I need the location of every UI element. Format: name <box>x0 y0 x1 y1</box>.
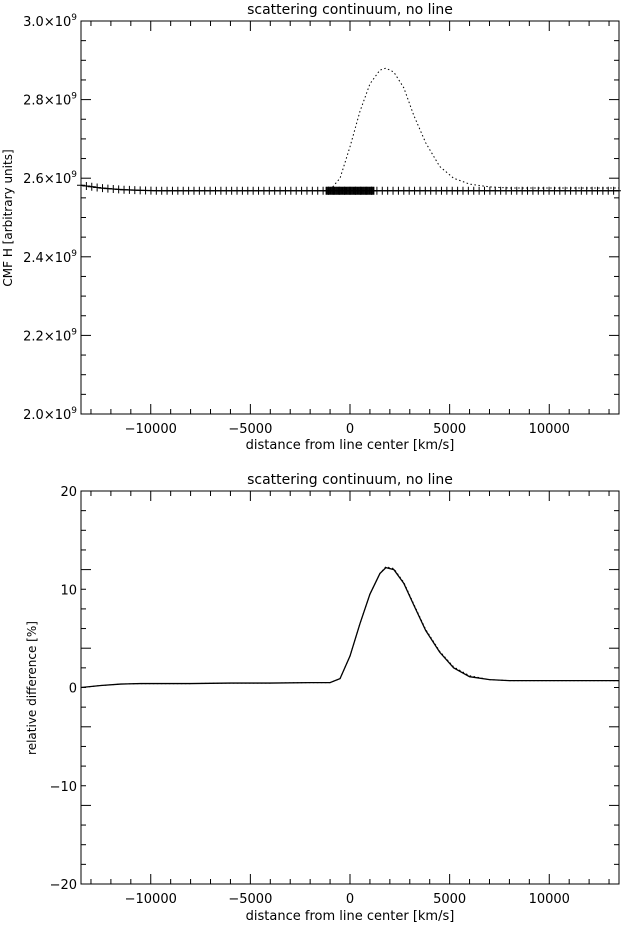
x-tick-label: −5000 <box>228 892 272 907</box>
chart-title: scattering continuum, no line <box>247 472 453 488</box>
y-axis: −20 −10 0 10 20 <box>50 485 619 893</box>
y-tick-exponent: 9 <box>71 406 77 416</box>
y-tick-label: 20 <box>60 485 77 500</box>
y-tick-mantissa: 2.2×10 <box>23 329 71 344</box>
x-tick-label: −5000 <box>228 422 272 437</box>
y-tick-label: −20 <box>50 878 77 893</box>
y-tick-exponent: 9 <box>71 92 77 102</box>
y-tick-exponent: 9 <box>71 249 77 259</box>
plot-frame <box>80 20 620 415</box>
x-axis: −10000 −5000 0 5000 10000 <box>90 491 610 907</box>
series-line-1 <box>80 566 619 689</box>
x-tick-label: 10000 <box>529 892 570 907</box>
series-line-2 <box>329 67 619 191</box>
x-tick-label: 0 <box>346 892 354 907</box>
y-tick-label: 0 <box>69 682 77 697</box>
series-line-2 <box>80 566 619 688</box>
chart-bottom: scattering continuum, no line −10000 −500… <box>25 472 620 924</box>
y-tick-label: 2.8×109 <box>23 92 77 109</box>
y-tick-exponent: 9 <box>71 13 77 23</box>
plot-frame <box>80 490 620 885</box>
series-group <box>80 566 619 689</box>
data-point-marker <box>82 182 91 191</box>
series-group <box>77 67 621 195</box>
data-point-marker <box>93 183 102 192</box>
x-axis-label: distance from line center [km/s] <box>246 909 455 924</box>
y-tick-label: −10 <box>50 780 77 795</box>
y-tick-mantissa: 2.0×10 <box>23 408 71 423</box>
y-tick-mantissa: 2.4×10 <box>23 251 71 266</box>
x-tick-label: −10000 <box>125 422 177 437</box>
data-point-marker <box>615 186 621 195</box>
y-tick-mantissa: 2.6×10 <box>23 172 71 187</box>
y-tick-exponent: 9 <box>71 327 77 337</box>
y-tick-exponent: 9 <box>71 170 77 180</box>
data-point-marker <box>77 181 85 190</box>
x-tick-label: 5000 <box>433 892 466 907</box>
y-tick-label: 10 <box>60 583 77 598</box>
y-tick-label: 2.0×109 <box>23 406 77 423</box>
y-tick-mantissa: 3.0×10 <box>23 15 71 30</box>
y-tick-label: 2.4×109 <box>23 249 77 266</box>
data-point-marker <box>87 182 96 191</box>
y-axis-label: relative difference [%] <box>25 621 39 755</box>
x-tick-label: 10000 <box>529 422 570 437</box>
x-tick-label: 5000 <box>433 422 466 437</box>
chart-title: scattering continuum, no line <box>247 2 453 18</box>
y-axis-label: CMF H [arbitrary units] <box>1 149 15 286</box>
y-tick-label: 3.0×109 <box>23 13 77 30</box>
x-tick-label: 0 <box>346 422 354 437</box>
y-tick-label: 2.2×109 <box>23 327 77 344</box>
y-axis: 2.0×1092.2×1092.4×1092.6×1092.8×1093.0×1… <box>23 13 619 423</box>
data-point-marker <box>369 186 378 195</box>
x-axis: −10000 −5000 0 5000 10000 <box>90 21 610 437</box>
y-tick-mantissa: 2.8×10 <box>23 94 71 109</box>
y-tick-label: 2.6×109 <box>23 170 77 187</box>
x-tick-label: −10000 <box>125 892 177 907</box>
chart-top: scattering continuum, no line −10000 −500… <box>1 2 621 453</box>
x-axis-label: distance from line center [km/s] <box>246 438 455 453</box>
